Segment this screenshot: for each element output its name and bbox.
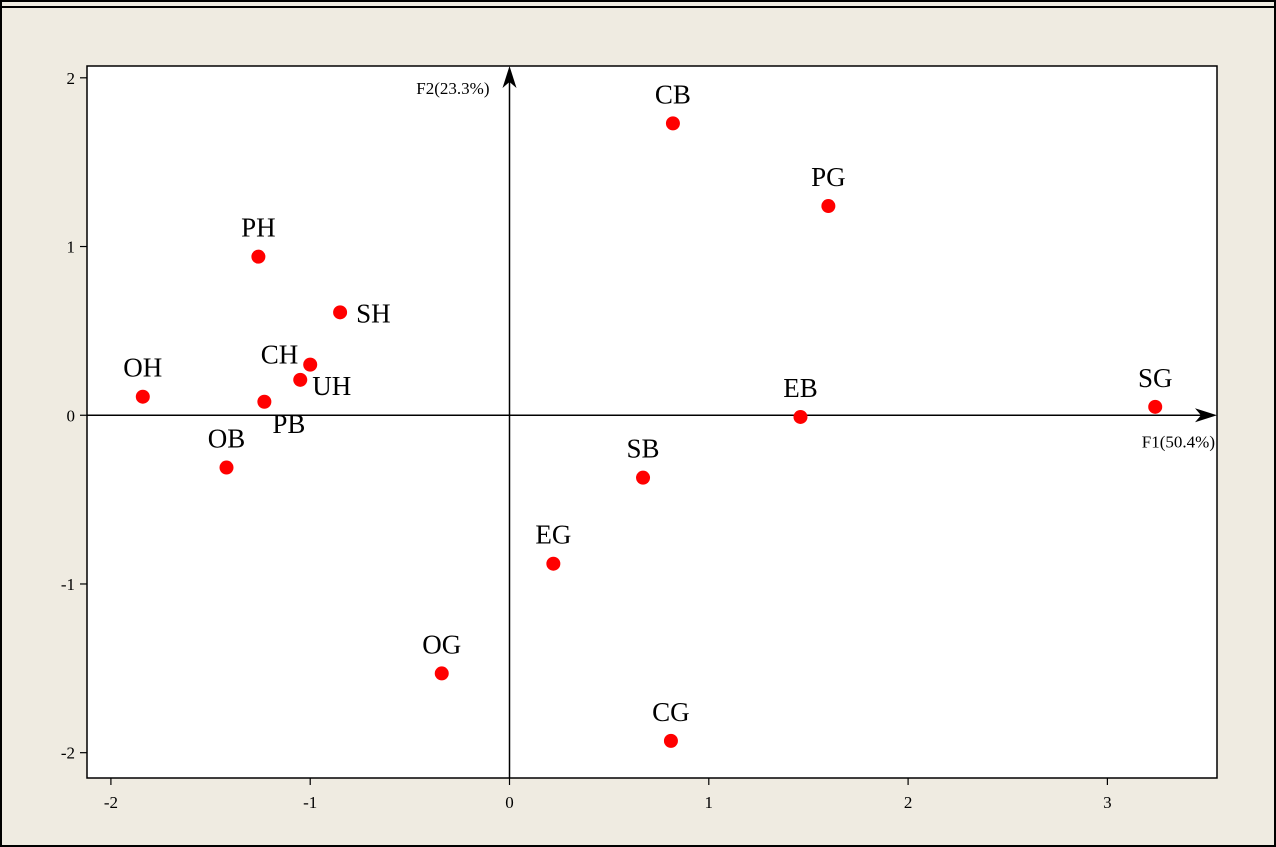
x-axis-label: F1(50.4%) bbox=[1142, 432, 1215, 451]
data-label-ob: OB bbox=[208, 424, 246, 454]
top-border-rule bbox=[2, 6, 1274, 8]
y-tick-label: -2 bbox=[61, 744, 75, 763]
data-point-pb bbox=[257, 394, 272, 409]
data-point-eb bbox=[793, 409, 808, 424]
data-label-cb: CB bbox=[655, 79, 691, 109]
data-label-oh: OH bbox=[123, 353, 162, 383]
y-tick-group: 2 1 0 -1 -2 bbox=[61, 69, 87, 763]
data-label-pb: PB bbox=[272, 409, 305, 439]
data-point-oh bbox=[135, 389, 150, 404]
y-tick-label: -1 bbox=[61, 575, 75, 594]
data-point-cb bbox=[665, 116, 680, 131]
data-label-sg: SG bbox=[1138, 363, 1173, 393]
data-point-cg bbox=[663, 733, 678, 748]
y-axis-arrowhead bbox=[502, 66, 517, 88]
data-point-sg bbox=[1148, 399, 1163, 414]
data-point-sh bbox=[333, 305, 348, 320]
data-label-ph: PH bbox=[241, 213, 276, 243]
x-tick-label: 1 bbox=[705, 793, 714, 812]
origin-axes bbox=[87, 66, 1217, 778]
data-label-sh: SH bbox=[356, 298, 391, 328]
y-tick-label: 1 bbox=[67, 238, 76, 257]
data-point-sb bbox=[636, 470, 651, 485]
x-tick-label: 0 bbox=[505, 793, 514, 812]
data-point-og bbox=[434, 666, 449, 681]
data-label-sb: SB bbox=[627, 434, 660, 464]
data-label-ch: CH bbox=[261, 340, 299, 370]
data-label-eb: EB bbox=[783, 373, 818, 403]
data-label-pg: PG bbox=[811, 162, 846, 192]
data-point-eg bbox=[546, 556, 561, 571]
data-point-pg bbox=[821, 199, 836, 214]
plot-area bbox=[86, 65, 1218, 779]
x-tick-label: -1 bbox=[303, 793, 317, 812]
data-label-og: OG bbox=[422, 629, 461, 659]
data-point-ch bbox=[303, 357, 318, 372]
x-axis-arrowhead bbox=[1195, 408, 1217, 423]
data-point-ph bbox=[251, 249, 266, 264]
x-tick-label: 3 bbox=[1103, 793, 1112, 812]
data-label-cg: CG bbox=[652, 697, 690, 727]
data-point-ob bbox=[219, 460, 234, 475]
y-tick-label: 0 bbox=[67, 406, 76, 425]
data-label-uh: UH bbox=[312, 371, 351, 401]
data-points: CB PG PH SH CH UH OH PB SG EB OB SB EG OG CG bbox=[123, 79, 1172, 748]
x-tick-label: 2 bbox=[904, 793, 913, 812]
x-tick-group: -2 -1 0 1 2 3 bbox=[104, 778, 1112, 812]
y-axis-label: F2(23.3%) bbox=[416, 79, 489, 98]
data-label-eg: EG bbox=[535, 520, 571, 550]
y-tick-label: 2 bbox=[67, 69, 76, 88]
data-point-uh bbox=[293, 372, 308, 387]
x-tick-label: -2 bbox=[104, 793, 118, 812]
